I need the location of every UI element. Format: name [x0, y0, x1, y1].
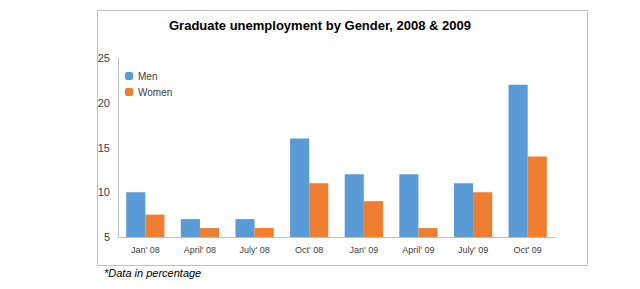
svg-text:Jan' 08: Jan' 08 [131, 245, 160, 255]
svg-text:5: 5 [104, 231, 110, 243]
svg-text:*Data in percentage: *Data in percentage [104, 267, 201, 279]
svg-text:July' 09: July' 09 [458, 245, 488, 255]
svg-text:April' 09: April' 09 [402, 245, 434, 255]
svg-text:Men: Men [138, 71, 157, 82]
svg-text:Jan' 09: Jan' 09 [349, 245, 378, 255]
svg-text:25: 25 [98, 52, 110, 64]
svg-text:Graduate unemployment by Gende: Graduate unemployment by Gender, 2008 & … [169, 18, 471, 33]
svg-text:20: 20 [98, 97, 110, 109]
svg-text:July' 08: July' 08 [239, 245, 269, 255]
svg-text:Women: Women [138, 87, 172, 98]
svg-text:Oct' 08: Oct' 08 [295, 245, 323, 255]
svg-text:April' 08: April' 08 [184, 245, 216, 255]
svg-text:Oct' 09: Oct' 09 [514, 245, 542, 255]
svg-text:15: 15 [98, 142, 110, 154]
svg-text:10: 10 [98, 186, 110, 198]
